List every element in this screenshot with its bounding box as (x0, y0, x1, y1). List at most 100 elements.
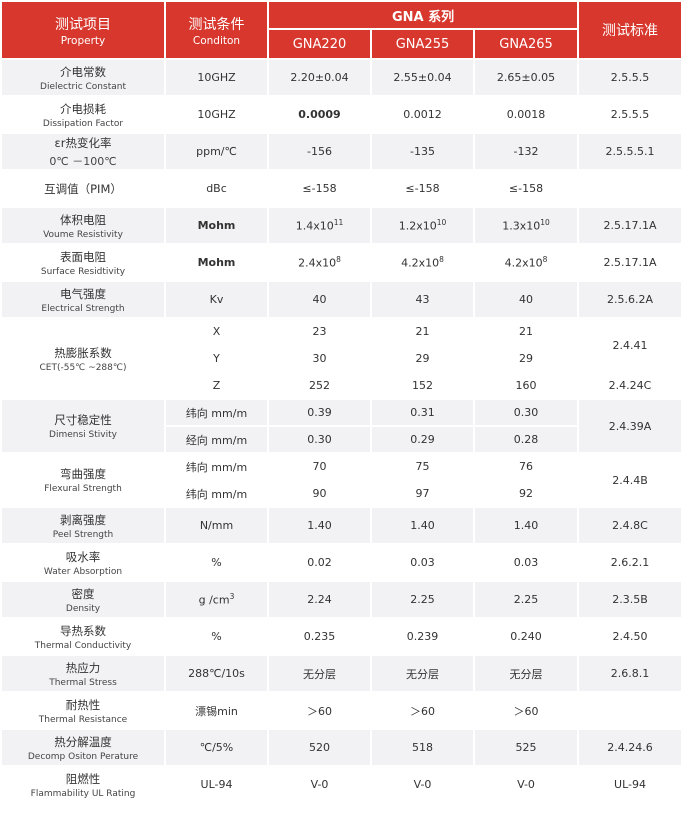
standard-cell: 2.5.6.2A (577, 280, 681, 319)
value-cell-gna265: 2.25 (472, 580, 580, 619)
table-row: 介电损耗 Dissipation Factor 10GHZ 0.0009 0.0012 0… (0, 95, 681, 134)
standard-cell: 2.3.5B (577, 580, 681, 619)
property-name-cn: εr热变化率 (54, 135, 112, 150)
table-row: 介电常数 Dielectric Constant 10GHZ 2.20±0.04 2.5… (0, 58, 681, 97)
condition-cell: 纬向 mm/m (164, 398, 269, 427)
value-cell-gna220: 70 (267, 452, 372, 481)
value-cell-gna265: -132 (472, 132, 580, 171)
value-cell-gna255: 97 (370, 479, 475, 508)
property-cell: 热应力 Thermal Stress (0, 654, 166, 693)
value-cell-gna265: 76 (472, 452, 580, 481)
property-name-en: Peel Strength (52, 529, 114, 540)
condition-cell: Mohm (164, 206, 269, 245)
table-row: 热膨胀系数 CET(-55℃ ~288℃) X 23 21 21 2.4.41 (0, 317, 681, 400)
property-cell: 介电常数 Dielectric Constant (0, 58, 166, 97)
property-cell: εr热变化率 0℃ －100℃ (0, 132, 166, 171)
value-cell-gna255: ＞60 (370, 691, 475, 730)
table-row: 热应力 Thermal Stress 288℃/10s 无分层 无分层 无分层 2.6.8.… (0, 654, 681, 693)
header-model-gna265: GNA265 (472, 28, 580, 60)
standard-cell: 2.4.8C (577, 506, 681, 545)
standard-cell: 2.5.17.1A (577, 206, 681, 245)
value-cell-gna255: ≤-158 (370, 169, 475, 208)
value-exponent: 8 (542, 255, 548, 265)
value-cell-gna220: 2.4x108 (267, 243, 372, 282)
table-row: 导热系数 Thermal Conductivity% 0.235 0.239 0.240… (0, 617, 681, 656)
standard-cell: 2.4.41 (577, 317, 681, 373)
property-name-en: CET(-55℃ ~288℃) (39, 362, 127, 373)
standard-cell (577, 169, 681, 208)
property-name-cn: 热膨胀系数 (54, 345, 112, 360)
condition-cell: ℃/5% (164, 728, 269, 767)
condition-cell: 10GHZ (164, 95, 269, 134)
condition-cell: g /cm3 (164, 580, 269, 619)
property-name-en: Dielectric Constant (40, 81, 126, 92)
property-cell: 热分解温度 Decomp Ositon Perature (0, 728, 166, 767)
property-name-cn: 表面电阻 (60, 249, 106, 264)
value-cell-gna265: 1.40 (472, 506, 580, 545)
value-cell-gna265: ≤-158 (472, 169, 580, 208)
value-cell-gna255: 518 (370, 728, 475, 767)
header-standard: 测试标准 (577, 0, 681, 60)
table-row: 弯曲强度 Flexural Strength 纬向 mm/m 70 75 76 2.4.4B (0, 452, 681, 508)
property-name-cn: 吸水率 (65, 549, 101, 564)
condition-cell: Z (164, 371, 269, 400)
value-cell-gna265: V-0 (472, 765, 580, 804)
header-model-gna220: GNA220 (267, 28, 372, 60)
property-cell: 耐热性 Thermal Resistance (0, 691, 166, 730)
value-cell-gna265: 0.0018 (472, 95, 580, 134)
property-cell: 电气强度 Electrical Strength (0, 280, 166, 319)
value-cell-gna265: 92 (472, 479, 580, 508)
value-cell-gna220: V-0 (267, 765, 372, 804)
property-cell: 密度 Density (0, 580, 166, 619)
property-name-en: Decomp Ositon Perature (27, 751, 139, 762)
value-cell-gna265: ＞60 (472, 691, 580, 730)
standard-cell: 2.5.5.5.1 (577, 132, 681, 171)
property-name-cn: 密度 (71, 586, 95, 601)
property-cell: 阻燃性 Flammability UL Rating (0, 765, 166, 804)
value-cell-gna255: 0.03 (370, 543, 475, 582)
value-cell-gna255: 29 (370, 344, 475, 373)
condition-cell: Y (164, 344, 269, 373)
value-cell-gna255: V-0 (370, 765, 475, 804)
value-cell-gna255: 1.40 (370, 506, 475, 545)
value-exponent: 10 (540, 218, 550, 228)
condition-cell: N/mm (164, 506, 269, 545)
condition-cell: X (164, 317, 269, 346)
value-cell-gna220: 0.0009 (267, 95, 372, 134)
value-cell-gna220: 23 (267, 317, 372, 346)
property-name-en: Flammability UL Rating (30, 788, 136, 799)
value-cell-gna255: 0.31 (370, 398, 475, 427)
header-model-gna255: GNA255 (370, 28, 475, 60)
value-cell-gna255: 21 (370, 317, 475, 346)
table-row: 纬向 mm/m 90 97 92 (1, 479, 681, 508)
value-cell-gna265: 29 (472, 344, 580, 373)
property-name-cn: 介电常数 (60, 64, 106, 79)
property-name-en: Dissipation Factor (42, 118, 124, 129)
condition-cell: 10GHZ (164, 58, 269, 97)
table-row: 体积电阻 Voume Resistivity Mohm 1.4x1011 1.2x101… (0, 206, 681, 245)
value-base: g /cm (198, 593, 230, 607)
value-cell-gna220: 2.20±0.04 (267, 58, 372, 97)
value-cell-gna255: 4.2x108 (370, 243, 475, 282)
condition-cell: % (164, 543, 269, 582)
table-row: 尺寸稳定性 Dimensi Stivity 纬向 mm/m 0.39 0.31 0.30 2… (0, 398, 681, 454)
table-row: 剥离强度 Peel Strength N/mm 1.40 1.40 1.40 2.4.8C (0, 506, 681, 545)
value-cell-gna265: 0.30 (472, 398, 580, 427)
property-cell: 导热系数 Thermal Conductivity (0, 617, 166, 656)
property-name-cn: 弯曲强度 (60, 467, 106, 481)
property-name-cn: 热分解温度 (54, 734, 112, 749)
value-cell-gna220: 1.4x1011 (267, 206, 372, 245)
property-name-cn: 介电损耗 (60, 101, 106, 116)
table-row: 吸水率 Water Absorption% 0.02 0.03 0.03 2.6.2.1 (0, 543, 681, 582)
property-name-en: Surface Residtivity (40, 266, 126, 277)
table-row: εr热变化率 0℃ －100℃ ppm/℃ -156 -135 -132 2.5.5.5.1 (0, 132, 681, 171)
value-cell-gna255: 2.25 (370, 580, 475, 619)
header-condition-cn: 测试条件 (188, 16, 245, 33)
value-cell-gna220: -156 (267, 132, 372, 171)
property-name-cn: 电气强度 (60, 286, 106, 301)
standard-cell: 2.4.39A (577, 398, 681, 454)
property-name-en: Electrical Strength (41, 303, 125, 314)
value-cell-gna265: 0.240 (472, 617, 580, 656)
property-name-en: Thermal Resistance (38, 714, 128, 725)
property-cell: 尺寸稳定性 Dimensi Stivity (0, 398, 166, 454)
